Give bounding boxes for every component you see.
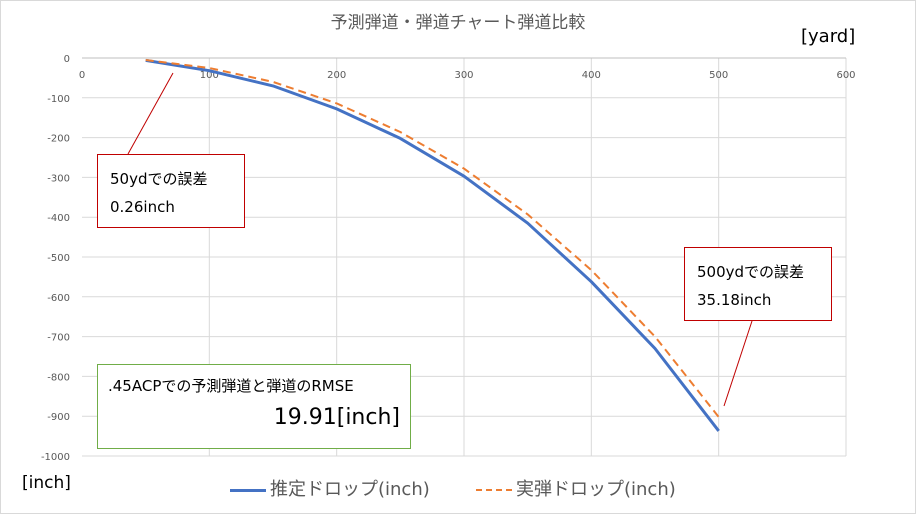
callout-500yd-leader xyxy=(723,320,753,407)
rmse-label: .45ACPでの予測弾道と弾道のRMSE xyxy=(108,377,354,395)
legend-item-estimated: 推定ドロップ(inch) xyxy=(230,475,430,501)
legend-item-actual: 実弾ドロップ(inch) xyxy=(476,475,676,501)
y-tick-label: -400 xyxy=(47,213,70,224)
legend-swatch-estimated xyxy=(230,488,266,492)
legend-label-estimated: 推定ドロップ(inch) xyxy=(270,479,430,500)
legend-swatch-actual xyxy=(476,489,512,491)
series-line-actual xyxy=(145,59,720,418)
y-tick-label: -700 xyxy=(47,333,70,344)
y-tick-label: -1000 xyxy=(41,452,70,463)
x-tick-label: 100 xyxy=(200,70,219,81)
callout-50yd-error: 50ydでの誤差 0.26inch xyxy=(97,154,245,228)
rmse-box: .45ACPでの予測弾道と弾道のRMSE 19.91[inch] xyxy=(97,364,411,449)
callout-500yd-error: 500ydでの誤差 35.18inch xyxy=(684,247,832,321)
x-axis-unit-label: [yard] xyxy=(801,26,856,47)
x-tick-label: 600 xyxy=(836,70,855,81)
rmse-value: 19.91[inch] xyxy=(273,405,400,430)
callout-500yd-title: 500ydでの誤差 xyxy=(697,263,805,281)
series-line-estimated xyxy=(145,58,720,432)
callout-50yd-title: 50ydでの誤差 xyxy=(110,170,208,188)
callout-50yd-value: 0.26inch xyxy=(110,198,175,216)
x-tick-label: 500 xyxy=(709,70,728,81)
x-tick-label: 300 xyxy=(454,70,473,81)
y-tick-label: -100 xyxy=(47,94,70,105)
chart-title: 予測弾道・弾道チャート弾道比較 xyxy=(330,13,586,33)
x-tick-label: 200 xyxy=(327,70,346,81)
y-tick-label: 0 xyxy=(64,54,70,65)
y-tick-label: -200 xyxy=(47,134,70,145)
y-tick-label: -800 xyxy=(47,372,70,383)
callout-500yd-value: 35.18inch xyxy=(697,291,772,309)
y-tick-label: -300 xyxy=(47,173,70,184)
y-tick-label: -600 xyxy=(47,293,70,304)
y-tick-label: -500 xyxy=(47,253,70,264)
y-tick-label: -900 xyxy=(47,412,70,423)
y-axis-unit-label: [inch] xyxy=(22,473,71,493)
x-tick-label: 400 xyxy=(582,70,601,81)
legend-label-actual: 実弾ドロップ(inch) xyxy=(516,479,676,500)
callout-50yd-leader xyxy=(127,72,174,155)
x-tick-label: 0 xyxy=(79,70,85,81)
